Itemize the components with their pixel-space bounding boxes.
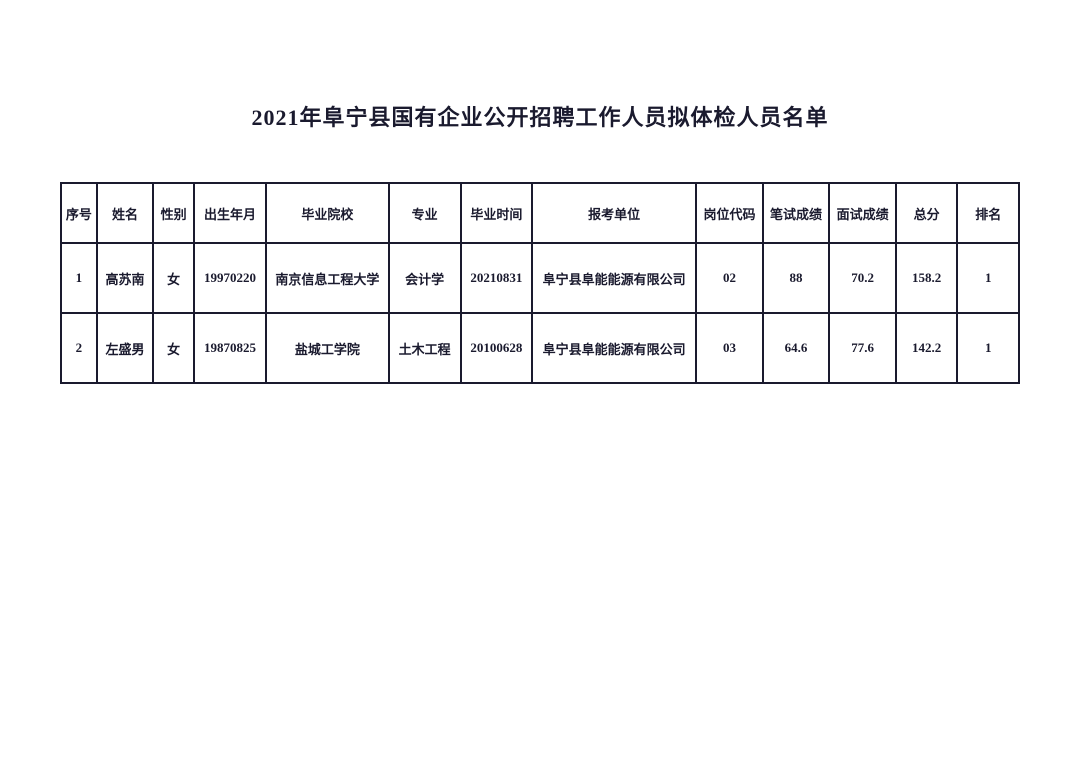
cell-seq: 2 — [61, 313, 97, 383]
table-row: 1 高苏南 女 19970220 南京信息工程大学 会计学 20210831 阜… — [61, 243, 1019, 313]
col-header-gender: 性别 — [153, 183, 194, 243]
cell-gradtime: 20100628 — [461, 313, 533, 383]
page-title: 2021年阜宁县国有企业公开招聘工作人员拟体检人员名单 — [60, 100, 1020, 132]
cell-gender: 女 — [153, 243, 194, 313]
cell-poscode: 02 — [696, 243, 763, 313]
cell-total: 158.2 — [896, 243, 957, 313]
cell-major: 会计学 — [389, 243, 461, 313]
cell-school: 盐城工学院 — [266, 313, 389, 383]
table-header-row: 序号 姓名 性别 出生年月 毕业院校 专业 毕业时间 报考单位 岗位代码 笔试成… — [61, 183, 1019, 243]
cell-rank: 1 — [957, 243, 1019, 313]
col-header-seq: 序号 — [61, 183, 97, 243]
col-header-total: 总分 — [896, 183, 957, 243]
table-row: 2 左盛男 女 19870825 盐城工学院 土木工程 20100628 阜宁县… — [61, 313, 1019, 383]
cell-unit: 阜宁县阜能能源有限公司 — [532, 243, 696, 313]
col-header-major: 专业 — [389, 183, 461, 243]
col-header-interview: 面试成绩 — [829, 183, 896, 243]
cell-rank: 1 — [957, 313, 1019, 383]
cell-interview: 77.6 — [829, 313, 896, 383]
cell-name: 左盛男 — [97, 313, 153, 383]
cell-poscode: 03 — [696, 313, 763, 383]
cell-gradtime: 20210831 — [461, 243, 533, 313]
col-header-poscode: 岗位代码 — [696, 183, 763, 243]
cell-interview: 70.2 — [829, 243, 896, 313]
cell-birth: 19870825 — [194, 313, 266, 383]
col-header-gradtime: 毕业时间 — [461, 183, 533, 243]
cell-seq: 1 — [61, 243, 97, 313]
col-header-rank: 排名 — [957, 183, 1019, 243]
cell-name: 高苏南 — [97, 243, 153, 313]
cell-written: 64.6 — [763, 313, 830, 383]
cell-major: 土木工程 — [389, 313, 461, 383]
cell-gender: 女 — [153, 313, 194, 383]
col-header-written: 笔试成绩 — [763, 183, 830, 243]
cell-written: 88 — [763, 243, 830, 313]
col-header-birth: 出生年月 — [194, 183, 266, 243]
cell-unit: 阜宁县阜能能源有限公司 — [532, 313, 696, 383]
col-header-unit: 报考单位 — [532, 183, 696, 243]
cell-total: 142.2 — [896, 313, 957, 383]
cell-school: 南京信息工程大学 — [266, 243, 389, 313]
cell-birth: 19970220 — [194, 243, 266, 313]
col-header-name: 姓名 — [97, 183, 153, 243]
col-header-school: 毕业院校 — [266, 183, 389, 243]
personnel-table: 序号 姓名 性别 出生年月 毕业院校 专业 毕业时间 报考单位 岗位代码 笔试成… — [60, 182, 1020, 384]
